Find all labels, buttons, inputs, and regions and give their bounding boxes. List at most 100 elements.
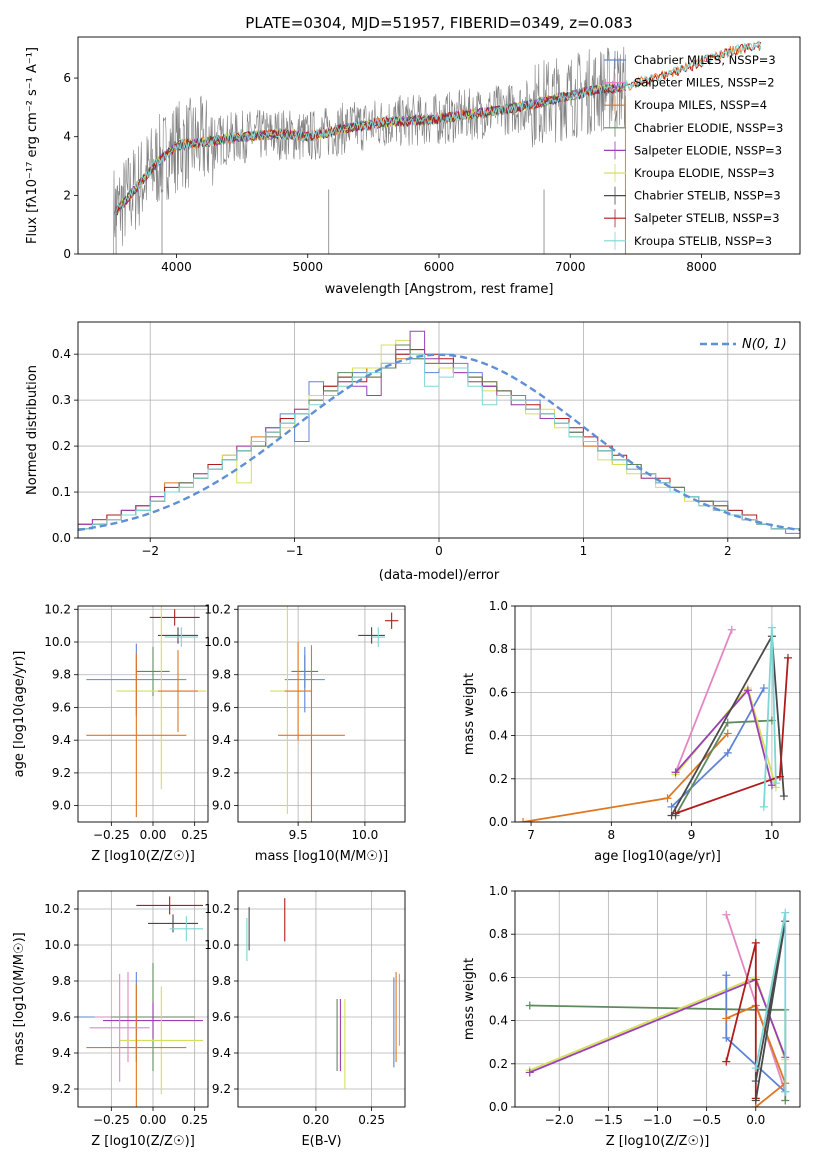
legend-label: Salpeter STELIB, NSSP=3: [634, 211, 780, 225]
age_vs_mass-frame: [237, 605, 406, 823]
y-tick-label: 0.6: [489, 970, 508, 984]
x-tick-label: 0.00: [140, 828, 167, 842]
weight-marker-salpeter_stelib: [783, 653, 792, 662]
y-tick-label: 9.8: [52, 974, 71, 988]
mass_vs_ebv-axes: 0.20 0.25 9.2 9.4 9.6 9.8 10.0 10.2: [204, 891, 405, 1127]
x-tick-label: 7000: [555, 260, 586, 274]
weight_vs_z-xlabel: Z [log10(Z/Z☉)]: [606, 1134, 710, 1149]
legend-label: Salpeter ELODIE, NSSP=3: [634, 143, 782, 157]
residuals-ylabel: Normed distribution: [25, 365, 40, 495]
weight-marker-kroupa_stelib: [771, 779, 780, 788]
weight-marker-chabrier_miles: [722, 1033, 731, 1042]
age_vs_mass-axes: 9.5 10.0 9.0 9.2 9.4 9.6 9.8 10.0 10.2: [204, 602, 405, 842]
observed-spectrum-line: [113, 46, 626, 254]
mass_vs_z-points: [78, 896, 203, 1107]
weight-marker-salpeter_elodie: [525, 1068, 534, 1077]
y-tick-label: 10.0: [44, 635, 71, 649]
y-tick-label: 0.3: [52, 393, 71, 407]
weight-marker-kroupa_stelib: [781, 1087, 790, 1096]
y-tick-label: 10.2: [44, 602, 71, 616]
y-tick-label: 0.4: [489, 729, 508, 743]
weight-marker-kroupa_stelib: [751, 1064, 760, 1073]
age_vs_mass-xlabel: mass [log10(M/M☉)]: [255, 849, 388, 864]
model-line-salpeter_stelib: [114, 41, 762, 216]
x-tick-label: −0.5: [692, 1113, 721, 1127]
y-tick-label: 10.0: [204, 938, 231, 952]
y-tick-label: 0.2: [52, 439, 71, 453]
weight-marker-salpeter_elodie: [767, 781, 776, 790]
y-tick-label: 9.0: [212, 799, 231, 813]
residuals-xlabel: (data-model)/error: [379, 568, 500, 583]
weight-marker-chabrier_elodie: [525, 1001, 534, 1010]
weight-marker-kroupa_miles: [723, 729, 732, 738]
legend-label: Chabrier STELIB, NSSP=3: [634, 189, 781, 203]
age_vs_z-xlabel: Z [log10(Z/Z☉)]: [91, 849, 195, 864]
y-tick-label: 9.6: [212, 1010, 231, 1024]
weight-marker-kroupa_stelib: [767, 623, 776, 632]
x-tick-label: 0: [435, 544, 443, 558]
mass_vs_z-ylabel: mass [log10(M/M☉)]: [12, 932, 27, 1065]
age_vs_z-axes: −0.25 0.00 0.25 9.0 9.2 9.4 9.6 9.8 10.0 10.2: [44, 602, 208, 842]
y-tick-label: 0.0: [52, 531, 71, 545]
y-tick-label: 9.4: [212, 733, 231, 747]
y-tick-label: 0.4: [489, 1014, 508, 1028]
weight-marker-salpeter_elodie: [743, 686, 752, 695]
weight-marker-salpeter_stelib: [722, 1057, 731, 1066]
spectrum-ylabel: Flux [fλ10⁻¹⁷ erg cm⁻² s⁻¹ A⁻¹]: [25, 47, 40, 244]
y-tick-label: 9.6: [212, 700, 231, 714]
y-tick-label: 0.6: [489, 685, 508, 699]
spectrum-title: PLATE=0304, MJD=51957, FIBERID=0349, z=0…: [245, 14, 632, 32]
x-tick-label: −0.25: [93, 828, 130, 842]
x-tick-label: 9: [688, 828, 696, 842]
y-tick-label: 1.0: [489, 884, 508, 898]
weight-marker-kroupa_stelib: [759, 802, 768, 811]
mass_vs_z-frame: [77, 890, 209, 1108]
legend-normal-label: N(0, 1): [742, 337, 787, 352]
weight-marker-salpeter_stelib: [775, 772, 784, 781]
x-tick-label: 8000: [686, 260, 717, 274]
x-tick-label: −2.0: [545, 1113, 574, 1127]
weight-marker-chabrier_miles: [759, 684, 768, 693]
weight-marker-chabrier_stelib: [751, 1077, 760, 1086]
y-tick-label: 0.1: [52, 485, 71, 499]
mass_vs_ebv-frame: [237, 890, 406, 1108]
weight-line-kroupa_miles: [725, 1004, 787, 1107]
y-tick-label: 0.0: [489, 1100, 508, 1114]
weight-marker-chabrier_miles: [667, 802, 676, 811]
y-tick-label: 1.0: [489, 599, 508, 613]
weight-marker-salpeter_miles: [722, 910, 731, 919]
mass_vs_ebv-xlabel: E(B-V): [301, 1134, 341, 1149]
y-tick-label: 9.2: [52, 766, 71, 780]
x-tick-label: 4000: [161, 260, 192, 274]
x-tick-label: 5000: [292, 260, 323, 274]
y-tick-label: 10.2: [44, 902, 71, 916]
age_vs_z-ylabel: age [log10(age/yr)]: [12, 651, 27, 778]
weight_vs_z-frame: [514, 890, 801, 1108]
x-tick-label: 0.20: [303, 1113, 330, 1127]
x-tick-label: −2: [141, 544, 159, 558]
histogram-bars: [78, 330, 800, 538]
weight_vs_age-axes: 7 8 9 10 0.0 0.2 0.4 0.6 0.8 1.0: [489, 599, 800, 842]
legend-label: Chabrier ELODIE, NSSP=3: [634, 121, 783, 135]
weight-line-salpeter_miles: [674, 629, 733, 773]
legend-label: Kroupa ELODIE, NSSP=3: [634, 166, 775, 180]
weight-marker-chabrier_stelib: [667, 811, 676, 820]
x-tick-label: 9.5: [289, 828, 308, 842]
weight-marker-kroupa_stelib: [781, 908, 790, 917]
y-tick-label: 10.2: [204, 902, 231, 916]
y-tick-label: 0.4: [52, 347, 71, 361]
y-tick-label: 9.4: [52, 1046, 71, 1060]
x-tick-label: 2: [724, 544, 732, 558]
age_vs_mass-points: [270, 606, 399, 822]
y-tick-label: 9.8: [212, 668, 231, 682]
normal-curve-line: [78, 353, 800, 532]
x-tick-label: 0.0: [746, 1113, 765, 1127]
y-tick-label: 0.8: [489, 927, 508, 941]
weight-marker-kroupa_miles: [722, 1014, 731, 1023]
legend-label: Salpeter MILES, NSSP=2: [634, 76, 775, 90]
y-tick-label: 0.0: [489, 815, 508, 829]
legend-label: Chabrier MILES, NSSP=3: [634, 53, 776, 67]
spectrum-xlabel: wavelength [Angstrom, rest frame]: [325, 282, 554, 297]
residuals-frame: [77, 321, 801, 539]
